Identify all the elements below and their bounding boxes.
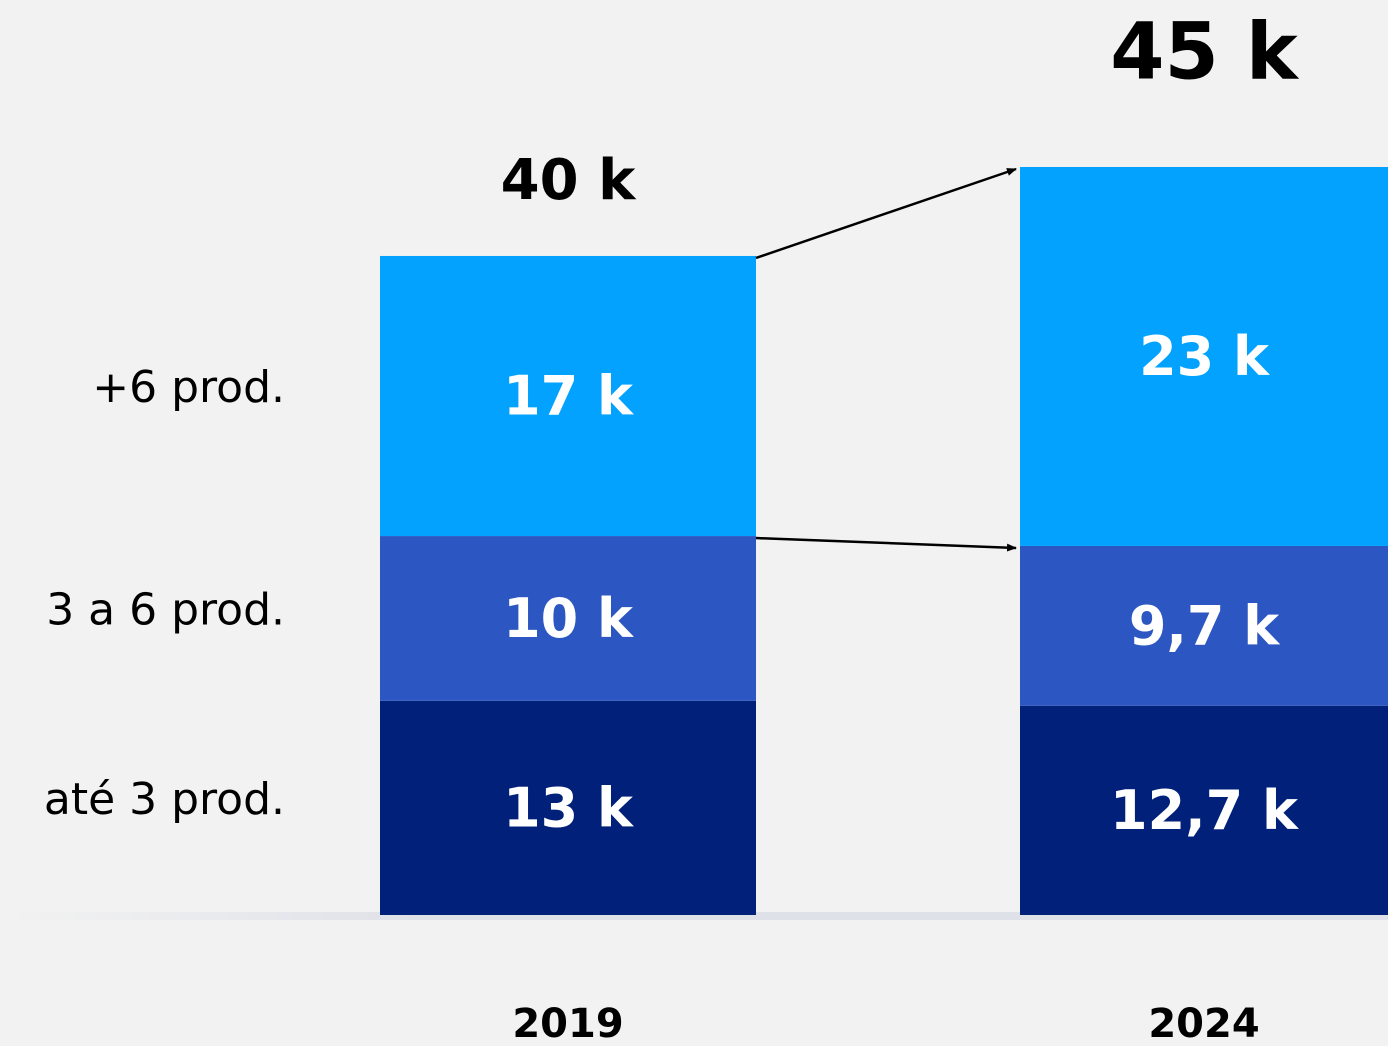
- bar-segment: [1020, 545, 1388, 706]
- legend-label: 3 a 6 prod.: [46, 584, 285, 635]
- value-label: 9,7 k: [1129, 594, 1280, 657]
- value-label: 23 k: [1139, 325, 1270, 388]
- bar-segment: [380, 536, 756, 701]
- value-label: 17 k: [503, 365, 634, 428]
- baseline: [0, 912, 1388, 920]
- value-label: 12,7 k: [1110, 779, 1299, 842]
- bar-segment: [380, 255, 756, 537]
- arrow: [755, 536, 1017, 552]
- arrow: [755, 167, 1017, 260]
- total-label: 45 k: [1110, 7, 1300, 97]
- value-label: 13 k: [503, 777, 634, 840]
- legend-label: +6 prod.: [92, 362, 285, 413]
- bar-segment: [1020, 705, 1388, 915]
- total-label: 40 k: [501, 148, 637, 213]
- bar-segment: [380, 700, 756, 915]
- bar-segment: [1020, 167, 1388, 546]
- legend-label: até 3 prod.: [44, 774, 285, 825]
- year-label: 2024: [1148, 1001, 1259, 1046]
- year-label: 2019: [512, 1001, 623, 1046]
- value-label: 10 k: [503, 587, 634, 650]
